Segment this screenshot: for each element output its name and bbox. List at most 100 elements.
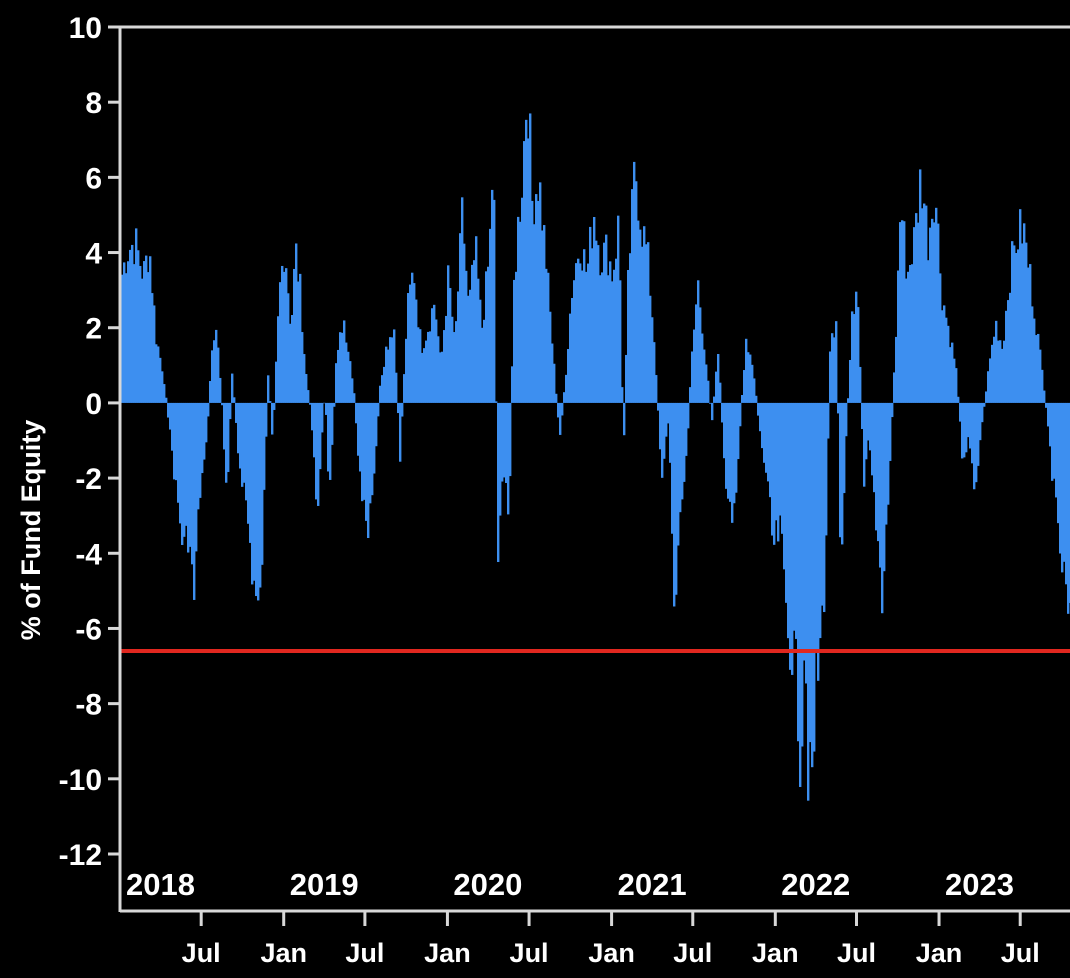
area-bar-366 (853, 314, 856, 403)
area-bar-271 (663, 402, 666, 459)
area-bar-439 (999, 340, 1002, 403)
area-bar-267 (655, 375, 658, 403)
area-bar-340 (801, 402, 804, 747)
month-label-1: Jan (260, 938, 307, 968)
area-bar-21 (163, 384, 166, 403)
area-bar-256 (633, 161, 636, 403)
area-bar-323 (767, 402, 770, 482)
area-bar-32 (185, 402, 188, 526)
area-bar-452 (1025, 242, 1028, 403)
area-bar-397 (915, 213, 918, 403)
area-bar-112 (345, 342, 348, 403)
area-bar-342 (805, 402, 808, 684)
area-bar-273 (667, 402, 670, 424)
y-tick-label-11: -12 (59, 839, 102, 872)
area-bar-350 (821, 402, 824, 606)
area-bar-75 (271, 402, 274, 435)
area-bar-361 (843, 402, 846, 494)
area-bar-30 (181, 402, 184, 545)
area-bar-186 (493, 199, 496, 403)
area-bar-359 (839, 402, 842, 538)
area-bar-417 (955, 368, 958, 403)
area-bar-232 (585, 271, 588, 403)
area-bar-147 (415, 299, 418, 403)
area-bar-353 (827, 402, 830, 439)
area-bar-313 (747, 352, 750, 403)
area-bar-253 (627, 270, 630, 403)
area-bar-258 (637, 220, 640, 403)
y-tick-label-9: -8 (75, 689, 102, 722)
area-bar-57 (235, 402, 238, 423)
area-bar-206 (533, 224, 536, 403)
area-bar-145 (411, 272, 414, 403)
area-bar-355 (831, 333, 834, 403)
area-bar-44 (209, 381, 212, 403)
area-bar-67 (255, 402, 258, 597)
area-bar-120 (361, 402, 364, 502)
area-bar-103 (327, 402, 330, 472)
area-bar-164 (449, 288, 452, 403)
area-bar-410 (941, 310, 944, 403)
area-bar-241 (603, 242, 606, 403)
area-bar-453 (1027, 267, 1030, 403)
area-bar-72 (265, 402, 268, 437)
area-bar-18 (157, 346, 160, 403)
area-bar-106 (333, 402, 336, 407)
area-bar-450 (1021, 243, 1024, 403)
area-bar-470 (1061, 402, 1064, 573)
area-bar-92 (305, 374, 308, 403)
area-bar-68 (257, 402, 260, 601)
area-bar-444 (1009, 292, 1012, 403)
month-label-2: Jul (345, 938, 384, 968)
area-bar-457 (1035, 335, 1038, 403)
area-bar-276 (673, 402, 676, 607)
area-bar-70 (261, 402, 264, 565)
area-bar-263 (647, 242, 650, 403)
area-bar-291 (703, 349, 706, 403)
area-bar-53 (227, 402, 230, 472)
area-bar-80 (281, 265, 284, 403)
area-bar-346 (813, 402, 816, 752)
area-bar-343 (807, 402, 810, 801)
area-bar-122 (365, 402, 368, 521)
area-bar-235 (591, 248, 594, 403)
area-bar-371 (863, 402, 866, 487)
area-bar-289 (699, 307, 702, 403)
area-bar-107 (335, 363, 338, 403)
area-bar-314 (749, 354, 752, 403)
area-bar-48 (217, 347, 220, 403)
area-bar-424 (969, 402, 972, 449)
area-bar-234 (589, 226, 592, 403)
area-bar-436 (993, 336, 996, 403)
area-bar-78 (277, 316, 280, 403)
area-bar-445 (1011, 241, 1014, 403)
area-bar-168 (457, 291, 460, 403)
area-bar-447 (1015, 253, 1018, 403)
area-bar-415 (951, 342, 954, 403)
area-bar-268 (657, 402, 660, 411)
area-bar-463 (1047, 402, 1050, 427)
area-bar-118 (357, 402, 360, 456)
area-bar-10 (141, 278, 144, 403)
year-label-1: 2019 (290, 867, 359, 902)
area-bar-367 (855, 291, 858, 403)
area-bar-275 (671, 402, 674, 534)
area-bar-163 (447, 265, 450, 403)
area-bar-352 (825, 402, 828, 536)
area-bar-8 (137, 250, 140, 403)
area-bar-217 (555, 393, 558, 403)
area-bar-290 (701, 333, 704, 403)
area-bar-25 (171, 402, 174, 451)
area-bar-154 (429, 331, 432, 403)
area-bar-348 (817, 402, 820, 681)
area-bar-76 (273, 402, 276, 410)
area-bar-372 (865, 402, 868, 460)
area-bar-238 (597, 245, 600, 403)
area-bar-20 (161, 371, 164, 403)
area-bar-22 (165, 397, 168, 403)
area-bar-221 (563, 392, 566, 403)
area-bar-249 (619, 280, 622, 403)
area-bar-23 (167, 402, 170, 418)
area-bar-49 (219, 377, 222, 403)
area-bar-391 (903, 221, 906, 403)
